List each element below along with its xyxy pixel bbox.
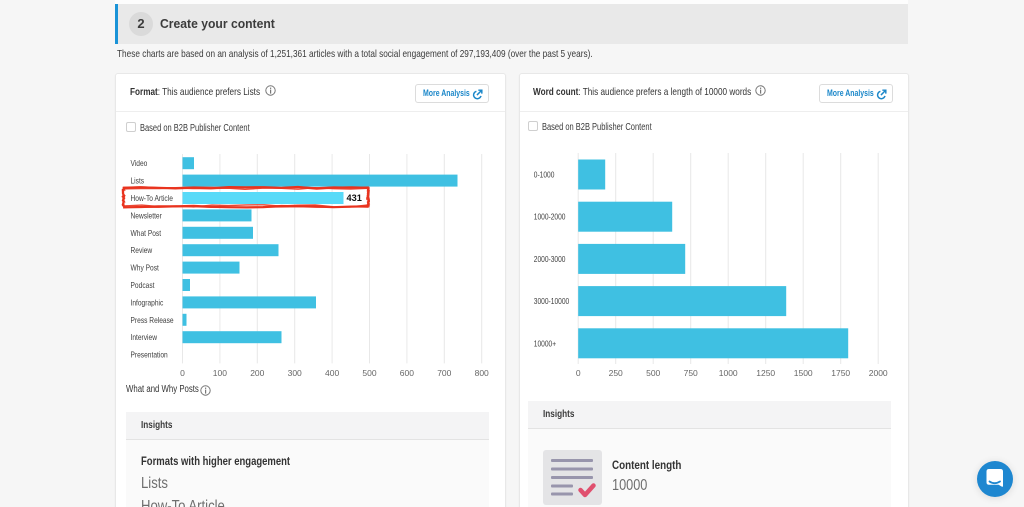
svg-text:Newsletter: Newsletter (131, 210, 162, 220)
svg-text:What Post: What Post (131, 228, 162, 238)
svg-text:2000-3000: 2000-3000 (534, 254, 566, 264)
svg-text:400: 400 (325, 368, 339, 378)
svg-text:3000-10000: 3000-10000 (534, 296, 570, 306)
svg-text:100: 100 (213, 368, 227, 378)
svg-text:300: 300 (288, 368, 302, 378)
svg-text:0: 0 (180, 368, 185, 378)
svg-text:Infographic: Infographic (131, 297, 164, 307)
svg-text:0-1000: 0-1000 (534, 170, 555, 180)
svg-text:700: 700 (437, 368, 451, 378)
svg-text:1750: 1750 (831, 368, 850, 378)
svg-text:1000: 1000 (719, 368, 738, 378)
svg-text:Press Release: Press Release (131, 315, 174, 325)
svg-text:1000-2000: 1000-2000 (534, 212, 566, 222)
svg-text:How-To Article: How-To Article (131, 193, 174, 203)
svg-text:600: 600 (400, 368, 414, 378)
svg-text:Podcast: Podcast (131, 280, 155, 290)
svg-text:250: 250 (609, 368, 623, 378)
svg-text:500: 500 (646, 368, 660, 378)
svg-text:800: 800 (475, 368, 489, 378)
svg-text:500: 500 (362, 368, 376, 378)
svg-text:Interview: Interview (131, 332, 158, 342)
svg-text:Video: Video (131, 158, 148, 168)
svg-text:Why Post: Why Post (131, 263, 160, 273)
svg-text:Review: Review (131, 245, 153, 255)
svg-text:10000+: 10000+ (534, 338, 556, 348)
svg-text:1250: 1250 (756, 368, 775, 378)
svg-text:431: 431 (347, 193, 362, 203)
svg-text:2000: 2000 (869, 368, 888, 378)
svg-text:Lists: Lists (131, 176, 145, 186)
svg-text:750: 750 (684, 368, 698, 378)
svg-text:0: 0 (576, 368, 581, 378)
svg-text:Presentation: Presentation (131, 350, 168, 360)
svg-text:1500: 1500 (794, 368, 813, 378)
svg-text:200: 200 (250, 368, 264, 378)
